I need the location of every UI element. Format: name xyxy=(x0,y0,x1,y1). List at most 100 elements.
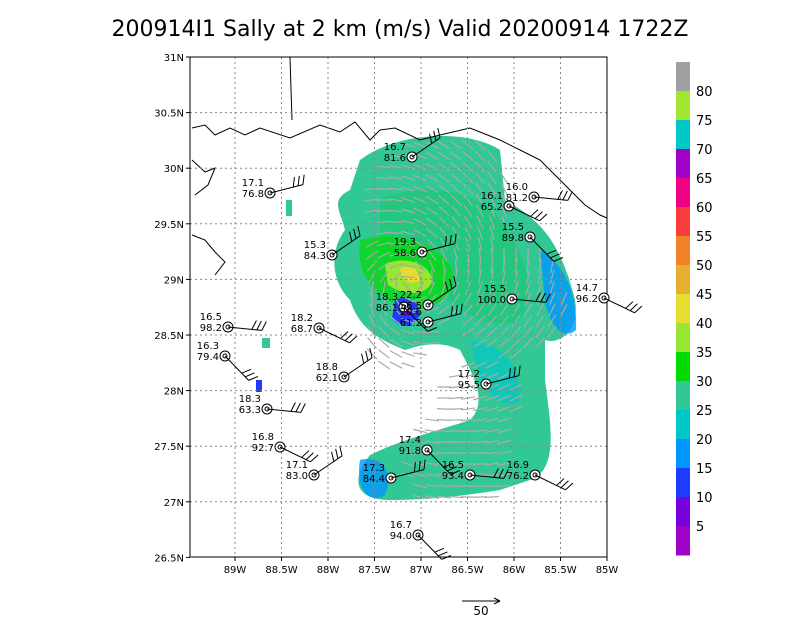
wind-vector xyxy=(432,270,433,284)
lon-label: 87W xyxy=(410,565,433,576)
wind-vector xyxy=(449,409,463,410)
station-value: 98.2 xyxy=(200,323,222,334)
title: 200914I1 Sally at 2 km (m/s) Valid 20200… xyxy=(112,17,689,42)
lon-label: 86.5W xyxy=(451,565,483,576)
station-value: 58.6 xyxy=(394,248,416,259)
lat-label: 30N xyxy=(164,164,184,175)
lat-label: 27.5N xyxy=(154,442,184,453)
station-value: 81.6 xyxy=(384,153,406,164)
station-value: 93.4 xyxy=(442,471,464,482)
station-value: 62.1 xyxy=(316,373,338,384)
colorbar-label: 20 xyxy=(696,433,713,448)
lon-label: 85W xyxy=(596,565,619,576)
colorbar-segment xyxy=(676,410,690,440)
lat-label: 30.5N xyxy=(154,109,184,120)
lon-label: 88W xyxy=(317,565,340,576)
colorbar-label: 70 xyxy=(696,143,713,158)
station-value: 89.8 xyxy=(502,233,524,244)
colorbar-label: 65 xyxy=(696,172,713,187)
station-value: 95.5 xyxy=(458,380,480,391)
station-value: 16.7 xyxy=(390,520,412,531)
station-value: 18.3 xyxy=(376,292,398,303)
colorbar-label: 55 xyxy=(696,230,713,245)
lat-label: 31N xyxy=(164,53,184,64)
station-value: 15.3 xyxy=(304,240,326,251)
colorbar-segment xyxy=(676,236,690,266)
station-value: 16.1 xyxy=(481,191,503,202)
wind-vector xyxy=(389,233,403,234)
station-value: 17.1 xyxy=(242,178,264,189)
station-value: 96.2 xyxy=(576,294,598,305)
lon-label: 85.5W xyxy=(544,565,576,576)
reference-label: 50 xyxy=(473,604,488,618)
wind-vector xyxy=(528,248,529,262)
colorbar-segment xyxy=(676,91,690,121)
wind-vector xyxy=(377,211,391,212)
colorbar-label: 80 xyxy=(696,85,713,100)
colorbar-label: 5 xyxy=(696,520,704,535)
wind-vector xyxy=(401,277,415,278)
colorbar-segment xyxy=(676,352,690,382)
station-value: 15.5 xyxy=(484,284,506,295)
colorbar-segment xyxy=(676,468,690,498)
lat-label: 27N xyxy=(164,498,184,509)
station-value: 15.5 xyxy=(502,222,524,233)
wind-vector xyxy=(437,420,451,421)
lon-label: 89W xyxy=(224,565,247,576)
station-value: 17.1 xyxy=(286,460,308,471)
station-value: 79.4 xyxy=(197,352,219,363)
colorbar-segment xyxy=(676,294,690,324)
station-value: 91.8 xyxy=(399,446,421,457)
colorbar-segment xyxy=(676,207,690,237)
station-value: 16.9 xyxy=(507,460,529,471)
station-value: 16.7 xyxy=(384,142,406,153)
lon-label: 87.5W xyxy=(358,565,390,576)
lat-label: 29.5N xyxy=(154,220,184,231)
station-value: 86.1 xyxy=(376,303,398,314)
station-value: 18.3 xyxy=(239,394,261,405)
colorbar-segment xyxy=(676,62,690,92)
station-value: 16.0 xyxy=(506,182,528,193)
lat-label: 29N xyxy=(164,275,184,286)
colorbar-segment xyxy=(676,381,690,411)
station-value: 63.3 xyxy=(239,405,261,416)
colorbar-label: 40 xyxy=(696,317,713,332)
station-value: 17.2 xyxy=(458,369,480,380)
colorbar-label: 45 xyxy=(696,288,713,303)
colorbar-label: 75 xyxy=(696,114,713,129)
colorbar-segment xyxy=(676,265,690,295)
colorbar-segment xyxy=(676,439,690,469)
lon-label: 86W xyxy=(503,565,526,576)
colorbar-label: 15 xyxy=(696,462,713,477)
colorbar-label: 10 xyxy=(696,491,713,506)
station-value: 76.2 xyxy=(507,471,529,482)
lat-label: 28N xyxy=(164,387,184,398)
colorbar-segment xyxy=(676,178,690,208)
station-value: 61.2 xyxy=(400,318,422,329)
colorbar-label: 50 xyxy=(696,259,713,274)
station-value: 76.8 xyxy=(242,189,264,200)
station-value: 16.8 xyxy=(252,432,274,443)
station-value: 14.7 xyxy=(576,283,598,294)
station-value: 22.2 xyxy=(400,290,422,301)
station-value: 18.8 xyxy=(316,362,338,373)
station-value: 68.7 xyxy=(291,324,313,335)
colorbar-label: 60 xyxy=(696,201,713,216)
station-value: 19.3 xyxy=(394,237,416,248)
station-value: 16.3 xyxy=(197,341,219,352)
lon-label: 88.5W xyxy=(265,565,297,576)
station-value: 84.4 xyxy=(363,474,385,485)
station-value: 94.0 xyxy=(390,531,412,542)
colorbar-label: 30 xyxy=(696,375,713,390)
station-value: 92.7 xyxy=(252,443,274,454)
station-value: 17.3 xyxy=(363,463,385,474)
colorbar-label: 35 xyxy=(696,346,713,361)
wind-vector xyxy=(372,292,373,306)
colorbar-segment xyxy=(676,323,690,353)
station-value: 84.3 xyxy=(304,251,326,262)
station-value: 17.4 xyxy=(399,435,421,446)
station-value: 16.5 xyxy=(442,460,464,471)
lat-label: 26.5N xyxy=(154,553,184,564)
colorbar-segment xyxy=(676,526,690,556)
